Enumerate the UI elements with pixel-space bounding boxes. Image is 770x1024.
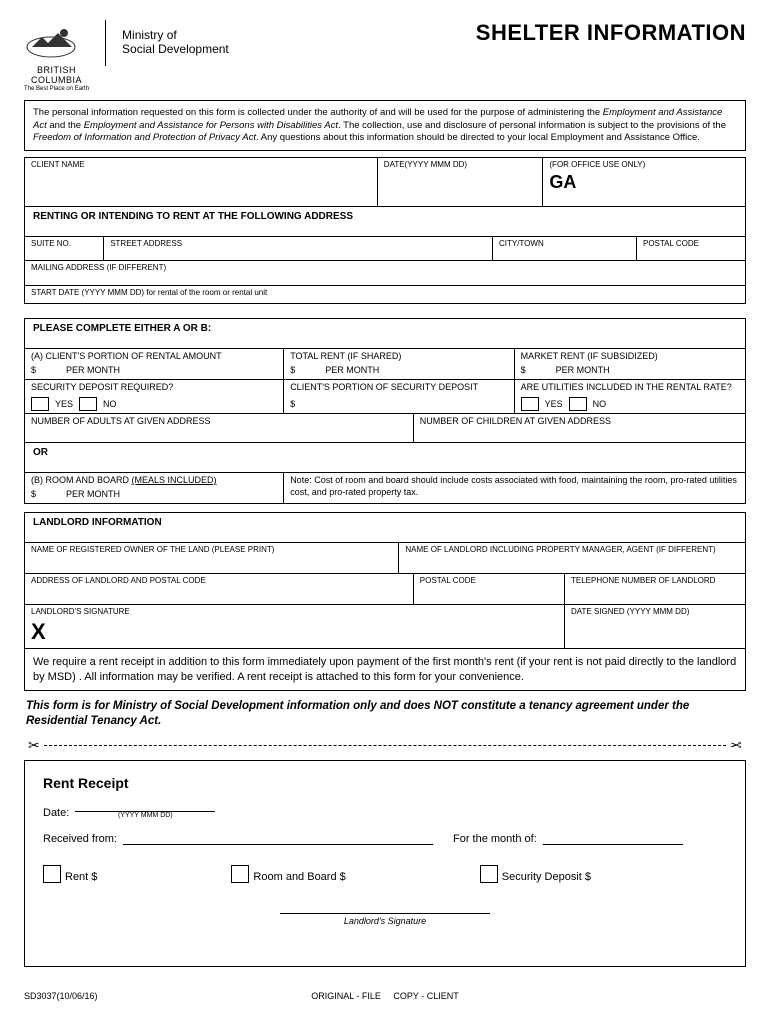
rent-checkbox[interactable] — [43, 865, 61, 883]
office-use-field: (FOR OFFICE USE ONLY) GA — [543, 158, 745, 205]
landlord-section: NAME OF REGISTERED OWNER OF THE LAND (PL… — [24, 543, 746, 650]
street-field[interactable]: STREET ADDRESS — [104, 237, 493, 261]
util-yes-checkbox[interactable] — [521, 397, 539, 411]
landlord-sig-field[interactable]: LANDLORD'S SIGNATURE X — [25, 605, 565, 648]
sec-dep-cell[interactable]: SECURITY DEPOSIT REQUIRED? YES NO — [25, 380, 284, 415]
client-name-field[interactable]: CLIENT NAME — [25, 158, 378, 205]
bc-logo-block: BRITISH COLUMBIA The Best Place on Earth — [24, 20, 89, 92]
date-field[interactable]: DATE(YYYY MMM DD) — [378, 158, 544, 205]
ministry-line2: Social Development — [122, 42, 229, 56]
header-divider — [105, 20, 106, 66]
landlord-section-header: LANDLORD INFORMATION — [24, 512, 746, 543]
scissors-icon-left: ✂ — [24, 737, 44, 754]
client-sec-cell[interactable]: CLIENT'S PORTION OF SECURITY DEPOSIT $ — [284, 380, 514, 415]
receipt-date-row: Date: (YYYY MMM DD) — [43, 807, 727, 819]
address-row: SUITE NO. STREET ADDRESS CITY/TOWN POSTA… — [24, 237, 746, 262]
bc-logo-text: BRITISH COLUMBIA The Best Place on Earth — [24, 66, 89, 92]
privacy-text3: . The collection, use and disclosure of … — [338, 120, 726, 131]
signature-x: X — [31, 618, 558, 647]
secdep-no-checkbox[interactable] — [79, 397, 97, 411]
form-footer: SD3037(10/06/16) ORIGINAL - FILE COPY - … — [24, 991, 746, 1001]
or-separator: OR — [24, 443, 746, 473]
rent-receipt-note: We require a rent receipt in addition to… — [24, 649, 746, 691]
room-board-note: Note: Cost of room and board should incl… — [284, 473, 745, 502]
secdep-yes-checkbox[interactable] — [31, 397, 49, 411]
client-portion-cell[interactable]: (A) CLIENT'S PORTION OF RENTAL AMOUNT $P… — [25, 349, 284, 379]
form-copies: ORIGINAL - FILE COPY - CLIENT — [311, 991, 459, 1001]
children-cell[interactable]: NUMBER OF CHILDREN AT GIVEN ADDRESS — [414, 414, 745, 442]
utilities-cell[interactable]: ARE UTILITIES INCLUDED IN THE RENTAL RAT… — [515, 380, 745, 415]
tenancy-disclaimer: This form is for Ministry of Social Deve… — [26, 699, 744, 729]
privacy-text4: . Any questions about this information s… — [256, 132, 700, 143]
date-label: DATE(YYYY MMM DD) — [384, 160, 467, 169]
section-b: (B) ROOM AND BOARD (MEALS INCLUDED) $PER… — [24, 473, 746, 503]
secdep-receipt-checkbox[interactable] — [480, 865, 498, 883]
total-rent-cell[interactable]: TOTAL RENT (IF SHARED) $PER MONTH — [284, 349, 514, 379]
form-header: BRITISH COLUMBIA The Best Place on Earth… — [24, 20, 746, 92]
start-date-field[interactable]: START DATE (YYYY MMM DD) for rental of t… — [25, 286, 745, 304]
ga-code: GA — [549, 172, 739, 194]
landlord-phone-field[interactable]: TELEPHONE NUMBER OF LANDLORD — [565, 574, 745, 605]
received-from-input[interactable] — [123, 844, 433, 845]
ministry-name: Ministry of Social Development — [122, 20, 229, 57]
ab-section-header: PLEASE COMPLETE EITHER A OR B: — [24, 318, 746, 349]
suite-field[interactable]: SUITE NO. — [25, 237, 104, 261]
market-rent-cell[interactable]: MARKET RENT (IF SUBSIDIZED) $PER MONTH — [515, 349, 745, 379]
owner-field[interactable]: NAME OF REGISTERED OWNER OF THE LAND (PL… — [25, 543, 399, 574]
landlord-address-field[interactable]: ADDRESS OF LANDLORD AND POSTAL CODE — [25, 574, 414, 605]
postal-field[interactable]: POSTAL CODE — [637, 237, 745, 261]
receipt-amounts-row: Rent $ Room and Board $ Security Deposit… — [43, 865, 727, 883]
mailing-row: MAILING ADDRESS (IF DIFFERENT) — [24, 261, 746, 286]
receipt-date-sub: (YYYY MMM DD) — [75, 812, 215, 819]
privacy-text2: and the — [47, 120, 84, 131]
office-use-label: (FOR OFFICE USE ONLY) — [549, 160, 645, 169]
section-a: (A) CLIENT'S PORTION OF RENTAL AMOUNT $P… — [24, 349, 746, 443]
province-line2: COLUMBIA — [24, 76, 89, 86]
client-name-label: CLIENT NAME — [31, 160, 85, 169]
roomboard-checkbox[interactable] — [231, 865, 249, 883]
form-id: SD3037(10/06/16) — [24, 991, 98, 1001]
bc-logo-icon — [24, 20, 78, 66]
landlord-sig-line[interactable]: Landlord's Signature — [280, 913, 490, 926]
form-title: SHELTER INFORMATION — [476, 20, 746, 46]
mailing-field[interactable]: MAILING ADDRESS (IF DIFFERENT) — [25, 261, 745, 285]
privacy-act2: Employment and Assistance for Persons wi… — [84, 120, 338, 131]
ministry-line1: Ministry of — [122, 28, 229, 42]
room-board-cell[interactable]: (B) ROOM AND BOARD (MEALS INCLUDED) $PER… — [25, 473, 284, 502]
province-tag: The Best Place on Earth — [24, 86, 89, 93]
cut-line: ✂ ✂ — [24, 737, 746, 754]
city-field[interactable]: CITY/TOWN — [493, 237, 637, 261]
client-row: CLIENT NAME DATE(YYYY MMM DD) (FOR OFFIC… — [24, 157, 746, 206]
scissors-icon-right: ✂ — [726, 737, 746, 754]
renting-section-header: RENTING OR INTENDING TO RENT AT THE FOLL… — [24, 207, 746, 237]
rent-receipt-box: Rent Receipt Date: (YYYY MMM DD) Receive… — [24, 760, 746, 967]
landlord-postal-field[interactable]: POSTAL CODE — [414, 574, 565, 605]
adults-cell[interactable]: NUMBER OF ADULTS AT GIVEN ADDRESS — [25, 414, 414, 442]
receipt-title: Rent Receipt — [43, 775, 727, 791]
for-month-input[interactable] — [543, 844, 683, 845]
a-label: (A) CLIENT'S PORTION OF RENTAL AMOUNT — [31, 351, 277, 363]
logo-block: BRITISH COLUMBIA The Best Place on Earth… — [24, 20, 229, 92]
privacy-act3: Freedom of Information and Protection of… — [33, 132, 256, 143]
privacy-text1: The personal information requested on th… — [33, 107, 603, 118]
start-date-row: START DATE (YYYY MMM DD) for rental of t… — [24, 286, 746, 305]
receipt-received-row: Received from: For the month of: — [43, 833, 727, 845]
manager-field[interactable]: NAME OF LANDLORD INCLUDING PROPERTY MANA… — [399, 543, 745, 574]
privacy-statement: The personal information requested on th… — [24, 100, 746, 151]
date-signed-field[interactable]: DATE SIGNED (YYYY MMM DD) — [565, 605, 745, 648]
util-no-checkbox[interactable] — [569, 397, 587, 411]
